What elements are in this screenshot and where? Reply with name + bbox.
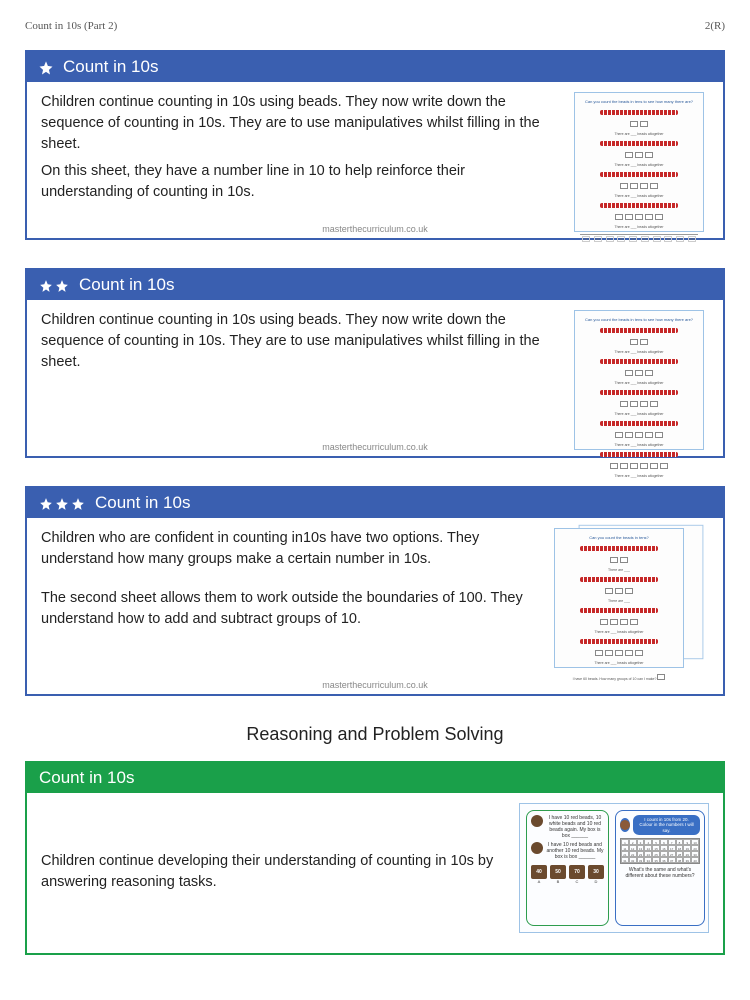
card-2star: Count in 10s Children continue counting …	[25, 268, 725, 458]
card-description: Children who are confident in counting i…	[41, 528, 537, 688]
card-reasoning: Count in 10s Children continue developin…	[25, 761, 725, 955]
footer-url: masterthecurriculum.co.uk	[322, 442, 428, 452]
avatar-icon	[620, 818, 630, 832]
difficulty-stars	[39, 60, 53, 74]
chest-label: C	[569, 879, 585, 884]
speech-1: I have 10 red beads, 10 white beads and …	[546, 815, 604, 839]
banner-text: I count in 10s from 20. Colour in the nu…	[633, 815, 700, 835]
card-header: Count in 10s	[27, 270, 723, 300]
footer-url: masterthecurriculum.co.uk	[322, 224, 428, 234]
card-para-1: Children continue developing their under…	[41, 851, 507, 893]
card-header: Count in 10s	[27, 763, 723, 793]
hundred-grid: 1234567891011121314151617181920212223242…	[620, 838, 700, 864]
difficulty-stars	[39, 278, 69, 292]
page-title-left: Count in 10s (Part 2)	[25, 20, 117, 32]
avatar-icon	[531, 842, 543, 854]
chest-label: B	[550, 879, 566, 884]
card-1star: Count in 10s Children continue counting …	[25, 50, 725, 240]
star-icon	[39, 60, 53, 74]
chest-row: 40 A 50 B 70 C 30 D	[531, 865, 604, 884]
star-icon	[71, 496, 85, 510]
chest-value: 30	[593, 869, 599, 875]
reasoning-right-box: I count in 10s from 20. Colour in the nu…	[615, 810, 705, 926]
star-icon	[39, 278, 53, 292]
card-header: Count in 10s	[27, 52, 723, 82]
reasoning-thumbnail: I have 10 red beads, 10 white beads and …	[519, 803, 709, 933]
speech-2: I have 10 red beads and another 10 red b…	[546, 842, 604, 860]
numberline: 102030405060708090100	[580, 234, 698, 243]
card-header: Count in 10s	[27, 488, 723, 518]
thumb-caption: Can you count the beads in tens to see h…	[580, 317, 698, 322]
card-title: Count in 10s	[79, 275, 174, 295]
card-description: Children continue counting in 10s using …	[41, 92, 557, 232]
card-para-1: Children continue counting in 10s using …	[41, 92, 557, 155]
worksheet-thumbnail: Can you count the beads in tens to see h…	[569, 92, 709, 232]
star-icon	[39, 496, 53, 510]
card-title: Count in 10s	[95, 493, 190, 513]
grid-caption: What's the same and what's different abo…	[620, 867, 700, 879]
card-para-2: On this sheet, they have a number line i…	[41, 161, 557, 203]
card-para-2: The second sheet allows them to work out…	[41, 588, 537, 630]
card-para-spacer	[41, 576, 537, 582]
reasoning-left-box: I have 10 red beads, 10 white beads and …	[526, 810, 609, 926]
thumb-caption: Can you count the beads in tens to see h…	[580, 99, 698, 104]
star-icon	[55, 496, 69, 510]
chest-label: A	[531, 879, 547, 884]
card-description: Children continue counting in 10s using …	[41, 310, 557, 450]
page-number: 2(R)	[705, 20, 725, 32]
worksheet-thumbnail: Can you count the beads in tens to see h…	[569, 310, 709, 450]
card-para-1: Children continue counting in 10s using …	[41, 310, 557, 373]
card-title: Count in 10s	[39, 768, 134, 788]
section-heading: Reasoning and Problem Solving	[25, 724, 725, 745]
card-para-1: Children who are confident in counting i…	[41, 528, 537, 570]
card-title: Count in 10s	[63, 57, 158, 77]
difficulty-stars	[39, 496, 85, 510]
card-description: Children continue developing their under…	[41, 803, 507, 947]
chest-value: 40	[536, 869, 542, 875]
chest-label: D	[588, 879, 604, 884]
star-icon	[55, 278, 69, 292]
worksheet-thumbnail-stack: Can you count the beads in tens? There a…	[549, 528, 709, 688]
card-3star: Count in 10s Children who are confident …	[25, 486, 725, 696]
chest-value: 70	[574, 869, 580, 875]
avatar-icon	[531, 815, 543, 827]
chest-value: 50	[555, 869, 561, 875]
footer-url: masterthecurriculum.co.uk	[322, 680, 428, 690]
